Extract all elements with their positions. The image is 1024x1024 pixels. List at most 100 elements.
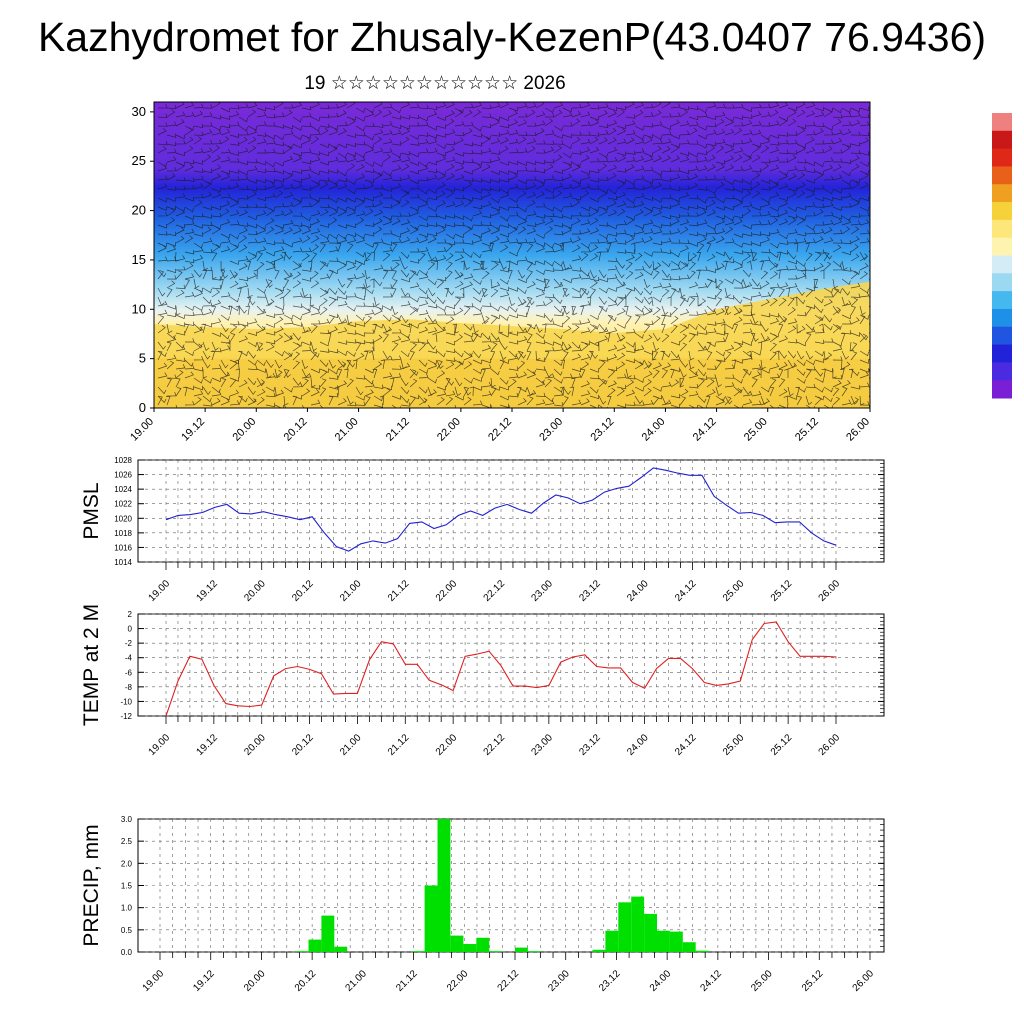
precip-bar <box>450 935 464 952</box>
y-tick-label: -8 <box>125 683 133 692</box>
colorbar-swatch <box>992 344 1012 363</box>
precip-bar <box>489 951 503 952</box>
x-tick-label: 26.00 <box>851 968 877 994</box>
x-tick-label: 24.12 <box>673 732 699 758</box>
x-tick-label: 24.00 <box>625 578 651 604</box>
x-tick-label: 20.00 <box>242 578 268 604</box>
precip-bar <box>657 930 670 952</box>
y-tick-label: 1018 <box>114 529 132 538</box>
x-tick-label: 25.12 <box>769 732 795 758</box>
x-tick-label: 21.12 <box>386 732 412 758</box>
colorbar-swatch <box>992 308 1012 328</box>
x-tick-label: 23.00 <box>546 968 572 994</box>
y-tick-label: 0.5 <box>121 926 133 935</box>
x-tick-label: 20.12 <box>290 732 316 758</box>
x-tick-label: 20.00 <box>242 732 268 758</box>
y-tick-label: 25 <box>132 153 146 168</box>
x-tick-label: 22.12 <box>486 416 514 444</box>
y-tick-label: 30 <box>132 104 146 119</box>
y-tick-label: -4 <box>125 654 133 663</box>
precip-bar <box>592 949 606 952</box>
colorbar-swatch <box>992 326 1012 346</box>
x-tick-label: 24.00 <box>640 416 668 444</box>
panel-frame <box>137 613 885 717</box>
colorbar-swatch <box>992 166 1012 185</box>
colorbar-swatch <box>992 219 1012 239</box>
x-tick-label: 21.12 <box>394 968 420 994</box>
x-tick-label: 19.00 <box>141 968 167 994</box>
colorbar-swatch <box>992 362 1012 381</box>
y-tick-label: 5 <box>139 351 146 366</box>
precip-bar <box>424 885 438 952</box>
colorbar-swatch <box>992 273 1012 292</box>
cross-section-panel: 0 5 10 15 20 25 30 19.00 19.12 20.00 20.12 21.00 21.… <box>128 101 872 444</box>
y-tick-label: 2 <box>128 610 133 619</box>
precip-bar <box>295 951 309 952</box>
precip-bar <box>308 939 322 952</box>
y-tick-label: 3.0 <box>121 815 133 824</box>
panel-frame <box>137 459 885 563</box>
x-tick-label: 20.00 <box>230 416 258 444</box>
precip-bar <box>321 915 335 952</box>
x-tick-label: 25.00 <box>721 578 747 604</box>
y-tick-label: 2.5 <box>121 837 133 846</box>
precip-bar <box>527 951 541 952</box>
y-tick-label: 0 <box>139 400 146 415</box>
precip-bar <box>437 819 451 952</box>
precip-bar <box>463 944 477 952</box>
x-tick-label: 20.00 <box>242 968 268 994</box>
precip-bar <box>618 902 632 952</box>
x-tick-label: 24.12 <box>699 968 725 994</box>
x-tick-label: 24.12 <box>691 416 719 444</box>
x-tick-label: 25.12 <box>769 578 795 604</box>
temp-panel: 2 0 -2 -4 -6 -8 -10 -12 19.00 19.12 20.00 20.12 21.0… <box>80 604 885 758</box>
y-tick-label: 1.5 <box>121 882 133 891</box>
x-tick-label: 21.00 <box>338 578 364 604</box>
x-tick-label: 19.12 <box>195 732 221 758</box>
warm-layer <box>154 281 870 408</box>
x-tick-label: 23.12 <box>597 968 623 994</box>
y-tick-label: 1014 <box>114 558 132 567</box>
pmsl-panel: 1014 1016 1018 1020 1022 1024 1026 1028 19.00 19.… <box>80 456 885 604</box>
x-tick-label: 22.00 <box>445 968 471 994</box>
x-tick-label: 22.00 <box>435 416 463 444</box>
y-tick-label: 1026 <box>114 471 132 480</box>
precip-bar <box>695 950 709 952</box>
y-tick-label: 20 <box>132 203 146 218</box>
colorbar-swatch <box>992 291 1012 310</box>
y-tick-label: 1022 <box>114 500 132 509</box>
colorbar-swatch <box>992 237 1012 256</box>
series-line <box>165 467 837 552</box>
y-tick-label: 10 <box>132 301 146 316</box>
y-axis-title: PRECIP, mm <box>80 824 103 946</box>
colorbar-swatch <box>992 255 1012 274</box>
y-tick-label: 1024 <box>114 485 132 494</box>
colorbar-swatch <box>992 148 1012 167</box>
y-tick-label: 0 <box>128 625 133 634</box>
precip-bar <box>515 947 528 952</box>
x-tick-label: 23.12 <box>577 578 603 604</box>
y-tick-label: -6 <box>125 668 133 677</box>
y-tick-label: -2 <box>125 639 133 648</box>
y-tick-label: -10 <box>120 697 132 706</box>
grid <box>138 459 884 563</box>
x-tick-label: 22.12 <box>482 732 508 758</box>
precip-bar <box>334 946 348 952</box>
y-tick-label: 1016 <box>114 543 132 552</box>
x-tick-label: 26.00 <box>817 578 843 604</box>
x-tick-label: 21.00 <box>338 732 364 758</box>
x-tick-label: 22.00 <box>434 732 460 758</box>
x-tick-label: 23.00 <box>530 578 556 604</box>
grid <box>138 818 884 953</box>
x-tick-label: 20.12 <box>290 578 316 604</box>
precip-bar <box>631 896 645 952</box>
x-tick-label: 23.12 <box>577 732 603 758</box>
x-tick-label: 19.00 <box>147 732 173 758</box>
chart-title: Kazhydromet for Zhusaly-KezenP(43.0407 7… <box>37 14 987 60</box>
x-tick-label: 21.12 <box>386 578 412 604</box>
x-tick-label: 26.00 <box>844 416 872 444</box>
y-tick-label: 1.0 <box>121 904 133 913</box>
x-tick-label: 21.00 <box>344 968 370 994</box>
chart-subtitle: 19 ☆☆☆☆☆☆☆☆☆☆☆ 2026 <box>304 73 566 94</box>
